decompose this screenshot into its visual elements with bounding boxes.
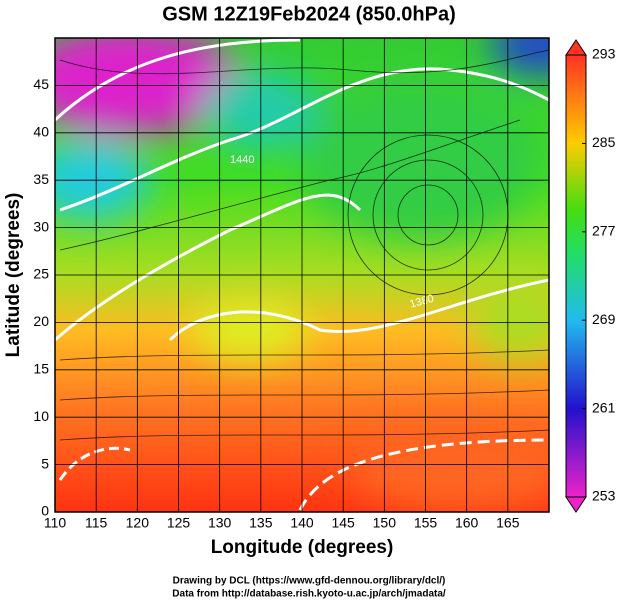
y-axis-label: Latitude (degrees): [3, 193, 24, 358]
x-tick-label: 135: [249, 515, 273, 531]
x-tick-label: 155: [414, 515, 438, 531]
y-tick-label: 5: [41, 455, 49, 471]
colorbar-tick-label: 261: [592, 399, 616, 415]
colorbar-tick-label: 277: [592, 223, 616, 239]
y-tick-label: 35: [33, 171, 49, 187]
x-tick-label: 115: [85, 515, 108, 531]
contour-label: 1440: [230, 154, 254, 166]
credit: Data from http://database.rish.kyoto-u.a…: [172, 589, 446, 600]
colorbar-tick-label: 253: [592, 488, 616, 504]
colorbar-cap: [565, 39, 587, 56]
x-tick-label: 140: [290, 515, 314, 531]
y-tick-label: 0: [41, 503, 49, 519]
colorbar: [565, 54, 587, 498]
x-axis-label: Longitude (degrees): [211, 537, 394, 558]
plot-frame: [54, 37, 550, 513]
colorbar-tick-label: 269: [592, 311, 616, 327]
x-tick-label: 120: [126, 515, 150, 531]
y-tick-label: 45: [33, 76, 49, 92]
y-tick-label: 20: [33, 313, 49, 329]
x-tick-label: 150: [373, 515, 397, 531]
title: GSM 12Z19Feb2024 (850.0hPa): [162, 3, 455, 25]
streamlines: [59, 49, 549, 441]
x-tick-label: 130: [208, 515, 232, 531]
colorbar-tick-label: 293: [592, 46, 616, 62]
colorbar-cap: [565, 496, 587, 513]
x-tick-label: 160: [455, 515, 479, 531]
colorbar-tick-label: 285: [592, 134, 616, 150]
credit: Drawing by DCL (https://www.gfd-dennou.o…: [173, 576, 446, 587]
y-tick-label: 25: [33, 266, 49, 282]
y-tick-label: 30: [33, 218, 49, 234]
height-contours: [55, 38, 549, 511]
x-tick-label: 125: [167, 515, 191, 531]
y-tick-label: 15: [33, 361, 49, 377]
x-tick-label: 165: [496, 515, 520, 531]
y-tick-label: 40: [33, 124, 49, 140]
x-tick-label: 145: [331, 515, 355, 531]
x-tick-label: 110: [44, 515, 67, 531]
temperature-field: 1440 1380: [55, 38, 549, 512]
y-tick-label: 10: [33, 408, 49, 424]
